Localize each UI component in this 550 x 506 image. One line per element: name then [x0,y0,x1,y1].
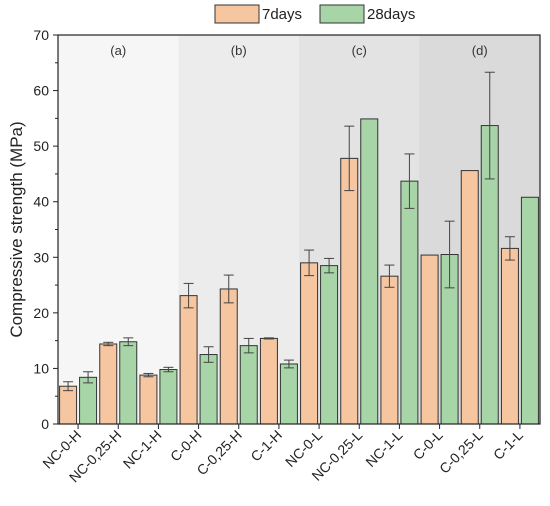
panel-backgrounds [58,35,540,424]
panel-label-1: (b) [231,43,247,58]
panel-background-1 [178,35,299,424]
panel-label-2: (c) [352,43,367,58]
bar-28days-C-1-H [279,363,298,425]
legend: 7days 28days [214,4,415,24]
bar-7days-NC-1-H [139,374,158,425]
panel-labels: (a) (b) (c) (d) [110,43,487,58]
bar-28days-NC-0,25-L [360,118,379,425]
x-tick-label-C-0-H: C-0-H [167,427,205,465]
y-tick-label-40: 40 [33,194,49,210]
bar-7days-NC-0,25-H [99,343,118,425]
legend-label-7days: 7days [262,6,302,23]
bar-7days-NC-0-H [59,385,78,425]
bar-28days-NC-1-H [159,369,178,425]
y-tick-label-70: 70 [33,27,49,43]
x-tick-label-C-0-L: C-0-L [410,427,446,463]
bar-28days-C-0,25-H [239,345,258,425]
bar-7days-C-0,25-L [460,170,479,425]
bar-7days-C-0-H [179,295,198,425]
y-tick-label-20: 20 [33,305,49,321]
y-tick-label-10: 10 [33,360,49,376]
legend-swatch-28days [319,4,365,24]
y-tick-label-0: 0 [41,416,49,432]
panel-label-3: (d) [472,43,488,58]
y-tick-label-50: 50 [33,138,49,154]
x-tick-label-C-1-H: C-1-H [247,427,285,465]
error-bars [63,71,515,392]
y-axis-title: Compressive strength (MPa) [7,121,26,337]
y-tick-label-60: 60 [33,83,49,99]
bar-28days-NC-0-H [79,376,98,425]
x-tick-label-C-0,25-L: C-0,25-L [436,427,486,477]
panel-background-2 [299,35,420,424]
bar-7days-C-0,25-H [219,288,238,425]
bar-7days-C-1-H [259,337,278,425]
x-tick-label-NC-1-L: NC-1-L [362,427,405,470]
x-tick-label-NC-1-H: NC-1-H [120,427,165,472]
legend-label-28days: 28days [367,6,415,23]
bar-28days-C-1-L [520,196,539,425]
y-tick-label-30: 30 [33,249,49,265]
bar-7days-NC-0-L [300,262,319,425]
legend-swatch-7days [214,4,260,24]
bar-28days-NC-0,25-H [119,341,138,425]
bar-7days-C-1-L [500,247,519,425]
bar-7days-NC-1-L [380,275,399,425]
bar-7days-NC-0,25-L [340,157,359,425]
bar-28days-C-0-H [199,354,218,425]
bar-28days-NC-0-L [320,265,339,425]
bar-7days-C-0-L [420,254,439,425]
panel-background-0 [58,35,179,424]
panel-background-3 [419,35,540,424]
bar-28days-NC-1-L [400,180,419,425]
panel-label-0: (a) [110,43,126,58]
x-tick-label-C-1-L: C-1-L [490,427,526,463]
